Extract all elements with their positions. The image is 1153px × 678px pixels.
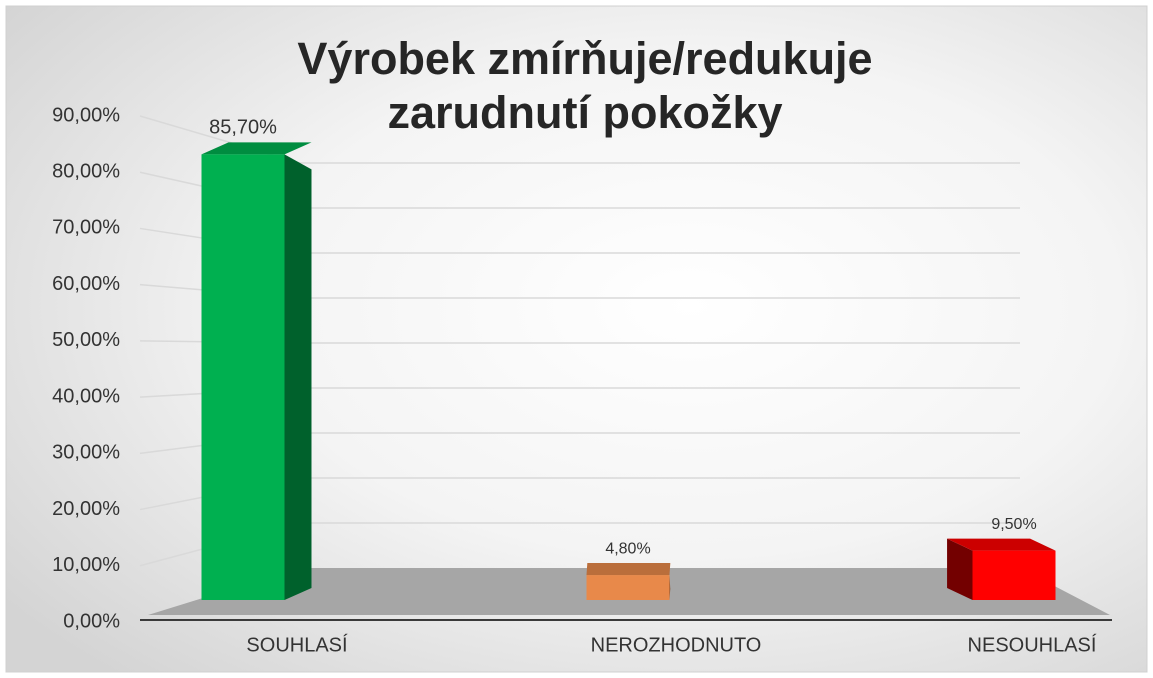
data-label: 85,70%	[209, 117, 277, 139]
bar-top	[586, 563, 671, 576]
y-tick-label: 60,00%	[52, 273, 120, 295]
bar-side	[284, 154, 312, 601]
bar	[586, 575, 670, 600]
y-tick-label: 80,00%	[52, 161, 120, 183]
bar	[972, 550, 1056, 600]
y-tick-label: 10,00%	[52, 554, 120, 576]
x-tick-label: NEROZHODNUTO	[591, 634, 762, 656]
y-tick-label: 90,00%	[52, 104, 120, 126]
x-tick-label: SOUHLASÍ	[246, 633, 348, 656]
bar-side	[947, 538, 973, 600]
data-label: 9,50%	[991, 516, 1036, 533]
y-tick-label: 30,00%	[52, 442, 120, 464]
x-tick-label: NESOUHLASÍ	[968, 633, 1097, 656]
bar-top	[201, 142, 312, 155]
y-tick-label: 20,00%	[52, 498, 120, 520]
y-tick-label: 40,00%	[52, 385, 120, 407]
data-label: 4,80%	[605, 540, 650, 557]
bar-side	[669, 575, 671, 600]
y-tick-label: 70,00%	[52, 217, 120, 239]
y-tick-label: 50,00%	[52, 329, 120, 351]
bar-top	[947, 538, 1056, 551]
bar	[201, 154, 285, 601]
chart-title: Výrobek zmírňuje/redukuje zarudnutí poko…	[297, 33, 873, 138]
y-tick-label: 0,00%	[63, 610, 120, 632]
